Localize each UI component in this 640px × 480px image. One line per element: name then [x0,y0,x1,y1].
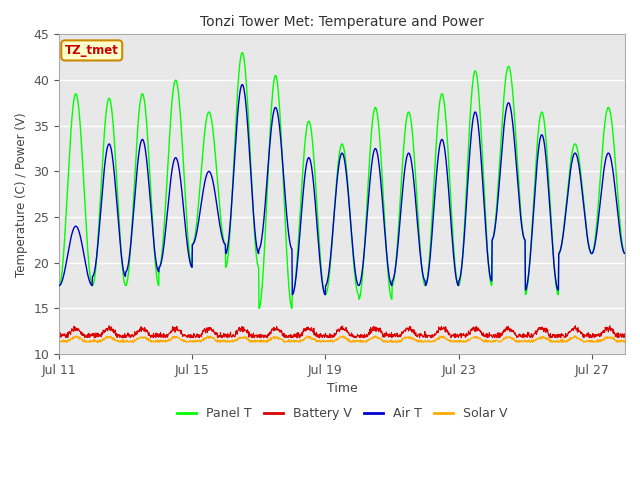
Text: TZ_tmet: TZ_tmet [65,44,118,57]
Title: Tonzi Tower Met: Temperature and Power: Tonzi Tower Met: Temperature and Power [200,15,484,29]
Y-axis label: Temperature (C) / Power (V): Temperature (C) / Power (V) [15,112,28,276]
X-axis label: Time: Time [326,383,358,396]
Legend: Panel T, Battery V, Air T, Solar V: Panel T, Battery V, Air T, Solar V [172,402,512,425]
